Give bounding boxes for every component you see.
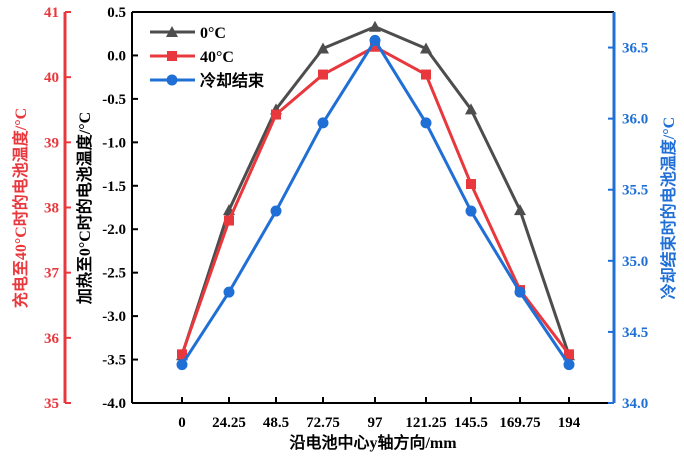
series-0-point bbox=[465, 103, 477, 115]
far-left-tick-label: 36 bbox=[44, 331, 60, 347]
x-tick-label: 48.5 bbox=[263, 415, 289, 431]
left-tick-label: -3.0 bbox=[102, 309, 126, 325]
series-1-point bbox=[370, 41, 380, 52]
left-axis-title: 加热至0°C时的电池温度/°C bbox=[75, 112, 94, 305]
series-2-point bbox=[514, 286, 526, 298]
left-tick-label: -2.0 bbox=[102, 222, 126, 238]
series-0-point bbox=[369, 20, 381, 32]
x-tick-label: 72.75 bbox=[306, 415, 340, 431]
far-left-tick-label: 41 bbox=[44, 5, 59, 21]
axes-group: 35 36 37 38 39 40 41 -4.0 -3.5 -3.0 -2.5 -2.0 -1.5 -1… bbox=[44, 5, 648, 431]
series-1-point bbox=[318, 69, 328, 80]
left-tick-label: -1.5 bbox=[102, 179, 126, 195]
series-1-point bbox=[271, 109, 281, 120]
series-2-point bbox=[563, 359, 575, 371]
series-0-point bbox=[420, 42, 432, 54]
series-group bbox=[176, 20, 575, 371]
far-left-tick-label: 39 bbox=[44, 135, 59, 151]
left-tick-label: 0.0 bbox=[107, 48, 126, 64]
far-left-tick-label: 35 bbox=[44, 396, 59, 412]
left-tick-label: -4.0 bbox=[102, 396, 126, 412]
left-tick-label: 0.5 bbox=[107, 5, 126, 21]
left-tick-label: -1.0 bbox=[102, 135, 126, 151]
far-left-tick-label: 38 bbox=[44, 201, 59, 217]
legend-marker-2 bbox=[166, 74, 178, 86]
series-2-point bbox=[317, 117, 329, 129]
legend-marker-1 bbox=[167, 51, 177, 61]
legend-marker-0 bbox=[166, 26, 178, 37]
legend-label-0: 0°C bbox=[200, 25, 226, 42]
x-axis-title: 沿电池中心y轴方向/mm bbox=[289, 433, 457, 452]
right-tick-label: 35.5 bbox=[622, 183, 648, 199]
series-0-point bbox=[514, 204, 526, 216]
legend-label-2: 冷却结束 bbox=[200, 71, 265, 90]
right-tick-label: 36.5 bbox=[622, 41, 648, 57]
x-tick-label: 24.25 bbox=[212, 415, 246, 431]
series-1-point bbox=[224, 215, 234, 226]
legend: 0°C 40°C 冷却结束 bbox=[150, 25, 265, 90]
x-tick-label: 145.5 bbox=[454, 415, 488, 431]
series-1-point bbox=[564, 349, 574, 360]
right-tick-label: 34.0 bbox=[622, 396, 648, 412]
far-left-tick-label: 37 bbox=[44, 266, 60, 282]
right-axis-title: 冷却结束时的电池温度/°C bbox=[659, 117, 678, 299]
right-tick-label: 35.0 bbox=[622, 254, 648, 270]
series-2-point bbox=[176, 359, 188, 371]
left-tick-label: -0.5 bbox=[102, 92, 126, 108]
series-1-point bbox=[177, 349, 187, 360]
series-2-point bbox=[465, 205, 477, 217]
x-tick-label: 169.75 bbox=[499, 415, 540, 431]
series-1-point bbox=[466, 179, 476, 190]
series-2-point bbox=[369, 34, 381, 46]
series-2-point bbox=[223, 286, 235, 298]
far-left-tick-label: 40 bbox=[44, 70, 59, 86]
series-1-point bbox=[421, 69, 431, 80]
x-tick-label: 194 bbox=[558, 415, 581, 431]
far-left-axis-title: 充电至40°C时的电池温度/°C bbox=[11, 108, 30, 308]
right-tick-label: 36.0 bbox=[622, 112, 648, 128]
x-tick-label: 0 bbox=[178, 415, 186, 431]
x-tick-label: 97 bbox=[368, 415, 384, 431]
x-tick-label: 121.25 bbox=[405, 415, 446, 431]
series-line-1 bbox=[180, 45, 571, 356]
series-2-point bbox=[270, 205, 282, 217]
series-2-point bbox=[420, 117, 432, 129]
axis-titles: 沿电池中心y轴方向/mm 充电至40°C时的电池温度/°C 加热至0°C时的电池温度… bbox=[11, 108, 678, 452]
series-0-point bbox=[317, 42, 329, 54]
left-tick-label: -2.5 bbox=[102, 266, 126, 282]
legend-label-1: 40°C bbox=[200, 49, 234, 66]
left-tick-label: -3.5 bbox=[102, 353, 126, 369]
right-tick-label: 34.5 bbox=[622, 325, 648, 341]
